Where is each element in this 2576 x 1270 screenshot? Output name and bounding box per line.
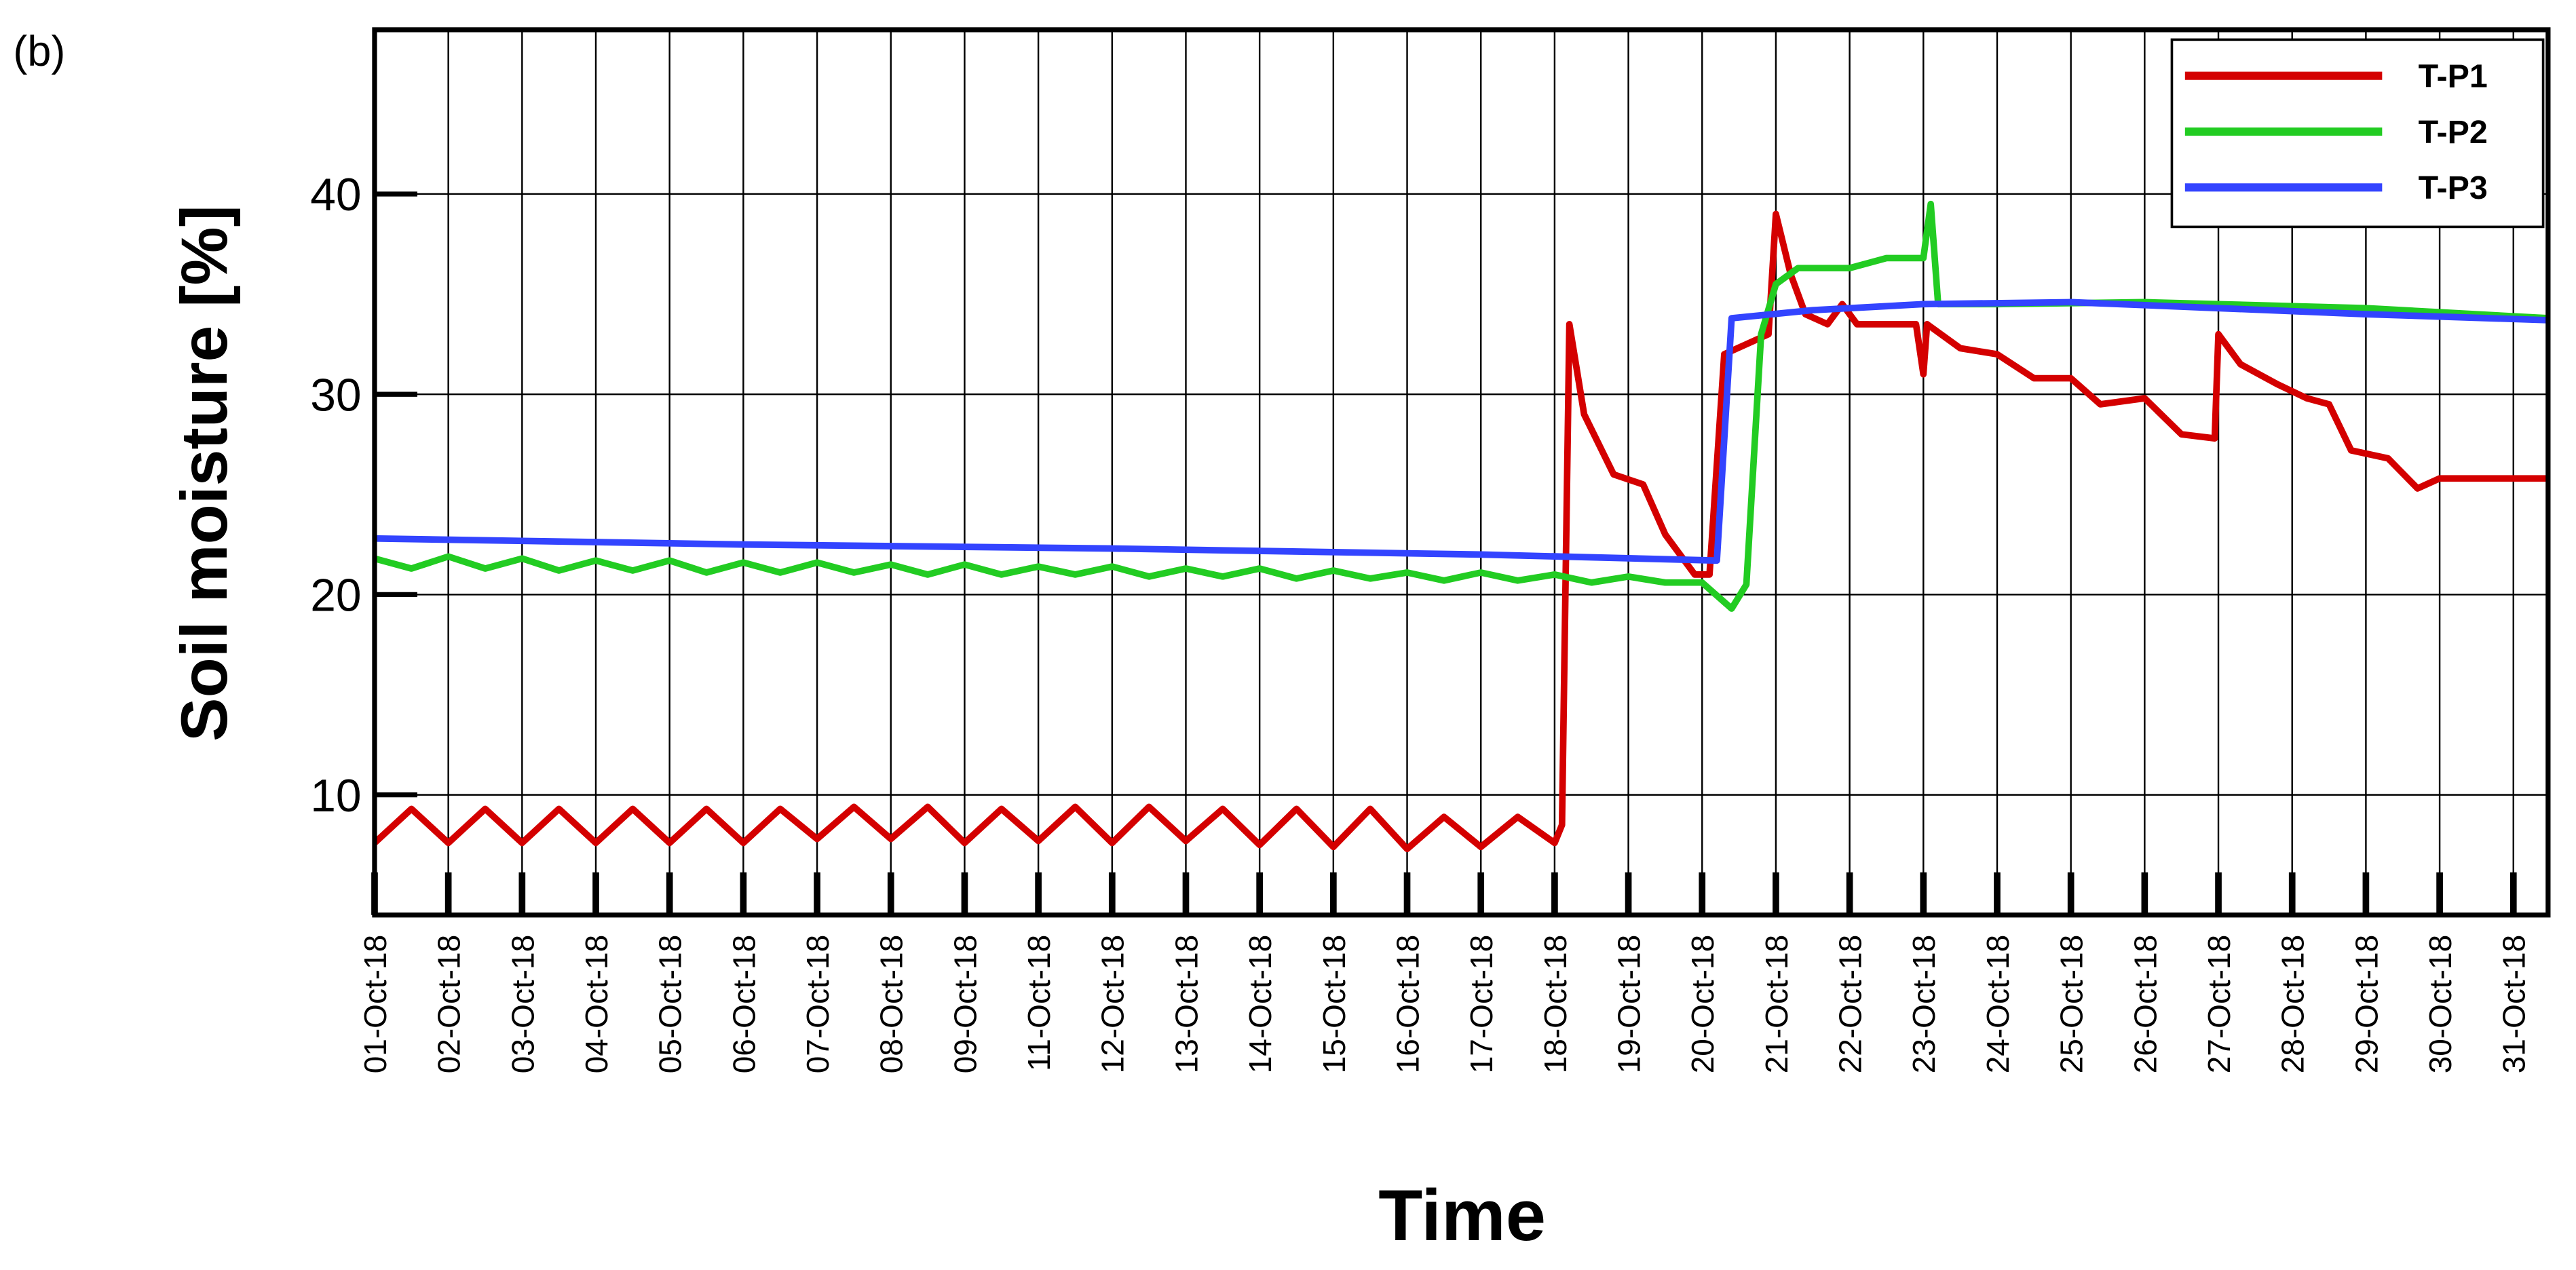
x-tick-label: 02-Oct-18 [432, 935, 467, 1073]
x-tick-label: 13-Oct-18 [1169, 935, 1204, 1073]
series-line [372, 210, 2548, 853]
x-tick-label: 17-Oct-18 [1464, 935, 1499, 1073]
y-axis-title: Soil moisture [%] [167, 205, 241, 742]
series-line [374, 299, 2549, 564]
y-tick-label: 20 [310, 571, 361, 621]
x-tick-label: 28-Oct-18 [2275, 935, 2311, 1073]
series-line [373, 200, 2549, 612]
x-tick-label: 18-Oct-18 [1538, 935, 1573, 1073]
x-tick-label: 23-Oct-18 [1906, 935, 1942, 1073]
x-tick-label: 01-Oct-18 [358, 935, 393, 1073]
x-tick-label: 14-Oct-18 [1243, 935, 1278, 1073]
x-tick-label: 31-Oct-18 [2497, 935, 2532, 1073]
x-tick-label: 08-Oct-18 [874, 935, 909, 1073]
x-tick-label: 05-Oct-18 [653, 935, 688, 1073]
plot-frame [372, 27, 2551, 918]
x-tick-label: 26-Oct-18 [2127, 935, 2163, 1073]
x-tick-label: 16-Oct-18 [1390, 935, 1425, 1073]
x-tick-label: 09-Oct-18 [947, 935, 983, 1073]
x-tick-label: 24-Oct-18 [1980, 935, 2015, 1073]
x-axis-title: Time [1378, 1175, 1546, 1256]
x-tick-label: 04-Oct-18 [579, 935, 614, 1073]
x-tick-label: 25-Oct-18 [2054, 935, 2089, 1073]
legend-label: T-P1 [2419, 58, 2488, 95]
x-tick-label: 22-Oct-18 [1833, 935, 1868, 1073]
y-tick-label: 10 [310, 771, 361, 822]
legend-label: T-P2 [2419, 114, 2488, 151]
x-tick-label: 15-Oct-18 [1317, 935, 1352, 1073]
y-tick-label: 40 [310, 170, 361, 220]
x-tick-label: 30-Oct-18 [2423, 935, 2458, 1073]
panel-label: (b) [13, 28, 65, 75]
x-tick-label: 03-Oct-18 [505, 935, 540, 1073]
x-tick-label: 07-Oct-18 [800, 935, 835, 1073]
legend-label: T-P3 [2419, 170, 2488, 206]
y-tick-label: 30 [310, 370, 361, 421]
x-tick-label: 27-Oct-18 [2201, 935, 2237, 1073]
x-tick-label: 11-Oct-18 [1021, 935, 1057, 1071]
x-tick-label: 06-Oct-18 [726, 935, 761, 1073]
x-tick-label: 21-Oct-18 [1759, 935, 1794, 1073]
x-tick-label: 19-Oct-18 [1612, 935, 1647, 1073]
x-tick-label: 20-Oct-18 [1685, 935, 1720, 1073]
x-tick-label: 29-Oct-18 [2349, 935, 2384, 1073]
x-tick-label: 12-Oct-18 [1095, 935, 1131, 1073]
